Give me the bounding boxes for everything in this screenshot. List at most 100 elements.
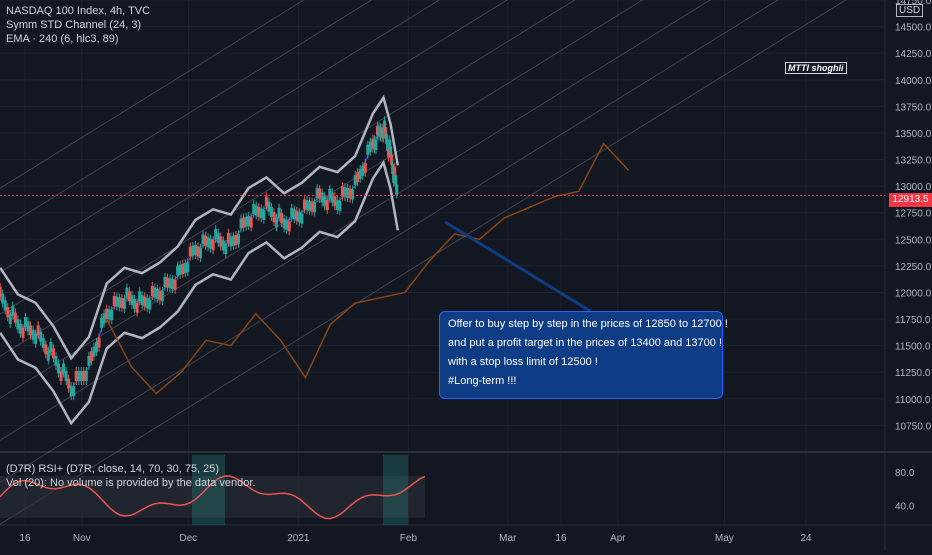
channel-line: [0, 0, 779, 483]
candle-body: [338, 200, 342, 211]
symbol-title[interactable]: NASDAQ 100 Index, 4h, TVC: [6, 5, 151, 17]
candle-body: [333, 196, 337, 207]
x-tick-label: Nov: [73, 533, 91, 544]
candle-body: [145, 298, 149, 309]
candle-body: [391, 163, 395, 174]
channel-line: [0, 0, 441, 273]
candle-body: [267, 201, 271, 212]
candle-body: [34, 333, 38, 344]
candle-body: [143, 296, 147, 307]
x-tick-label: 2021: [287, 533, 310, 544]
candle-body: [36, 325, 40, 336]
candle-body: [224, 244, 228, 255]
candle-body: [214, 229, 218, 240]
candle-body: [54, 355, 58, 366]
x-tick-label: Mar: [499, 533, 517, 544]
candle-body: [8, 313, 12, 324]
candle-body: [383, 120, 387, 131]
candle-body: [305, 200, 309, 211]
candle-body: [244, 216, 248, 227]
candle-body: [18, 323, 22, 334]
y-tick-label: 11750.0: [895, 315, 931, 326]
candle-body: [21, 327, 25, 338]
candle-body: [168, 278, 172, 289]
candle-body: [277, 207, 281, 218]
candle-body: [150, 286, 154, 297]
candle-body: [120, 298, 124, 309]
upper-band: [0, 94, 400, 361]
candle-body: [259, 208, 263, 219]
author-watermark: MTTI shoghli: [785, 62, 847, 74]
candle-body: [318, 188, 322, 199]
candle-body: [153, 287, 157, 298]
candle-body: [351, 189, 355, 200]
sub-legend: (D7R) RSI+ (D7R, close, 14, 70, 30, 75, …: [6, 462, 255, 490]
candle-body: [196, 246, 200, 257]
candle-body: [211, 240, 215, 251]
x-tick-label: Dec: [179, 533, 197, 544]
candle-body: [95, 342, 99, 353]
y-tick-label: 13500.0: [895, 129, 932, 140]
y-tick-label: 14500.0: [895, 23, 932, 34]
candle-body: [72, 386, 76, 397]
candle-body: [395, 184, 399, 195]
note-line-4: #Long-term !!!: [448, 375, 517, 387]
candle-body: [234, 235, 238, 246]
candle-body: [340, 186, 344, 197]
candle-body: [384, 127, 388, 138]
candle-body: [239, 218, 243, 229]
candle-body: [393, 166, 397, 177]
candle-body: [219, 236, 223, 247]
candle-body: [356, 172, 360, 183]
indicator-channel[interactable]: Symm STD Channel (24, 3): [6, 19, 142, 31]
candle-body: [247, 216, 251, 227]
indicator-ema[interactable]: EMA · 240 (6, hlc3, 89): [6, 33, 119, 45]
candle-body: [39, 331, 43, 342]
candle-body: [320, 192, 324, 203]
candle-body: [3, 300, 7, 311]
volume-label[interactable]: Vol (20): No volume is provided by the d…: [6, 477, 256, 489]
candle-body: [343, 187, 347, 198]
candle-body: [181, 263, 185, 274]
candle-body: [308, 200, 312, 211]
candle-body: [392, 172, 396, 183]
candle-body: [127, 291, 131, 302]
candle-body: [11, 305, 15, 316]
y-tick-label: 12000.0: [895, 288, 932, 299]
candle-body: [160, 291, 164, 302]
candle-body: [361, 165, 365, 176]
candle-body: [323, 196, 327, 207]
candle-body: [371, 138, 375, 149]
candle-body: [122, 298, 126, 309]
candle-body: [229, 236, 233, 247]
channel-line: [0, 0, 847, 525]
lower-band: [0, 159, 400, 426]
candle-body: [79, 371, 83, 382]
legend: NASDAQ 100 Index, 4h, TVC Symm STD Chann…: [6, 4, 150, 46]
currency-badge[interactable]: USD: [896, 4, 924, 17]
candle-body: [115, 296, 119, 307]
rsi-label[interactable]: (D7R) RSI+ (D7R, close, 14, 70, 30, 75, …: [6, 463, 220, 475]
candle-body: [173, 279, 177, 290]
candle-body: [198, 247, 202, 258]
last-price-tag: 12913.5: [889, 193, 932, 207]
candle-body: [193, 244, 197, 255]
candle-body: [285, 219, 289, 230]
candle-body: [328, 188, 332, 199]
candle-body: [330, 192, 334, 203]
candle-body: [191, 245, 195, 256]
y-tick-label: 12250.0: [895, 262, 932, 273]
trade-note[interactable]: Offer to buy step by step in the prices …: [439, 311, 728, 399]
candle-body: [221, 240, 225, 251]
candle-body: [290, 207, 294, 218]
candle-body: [292, 209, 296, 220]
candle-body: [388, 139, 392, 150]
y-tick-label: 11000.0: [895, 395, 931, 406]
candle-body: [13, 312, 17, 323]
candle-body: [89, 351, 93, 362]
candle-body: [353, 175, 357, 186]
candle-body: [31, 329, 35, 340]
candle-body: [171, 279, 175, 290]
